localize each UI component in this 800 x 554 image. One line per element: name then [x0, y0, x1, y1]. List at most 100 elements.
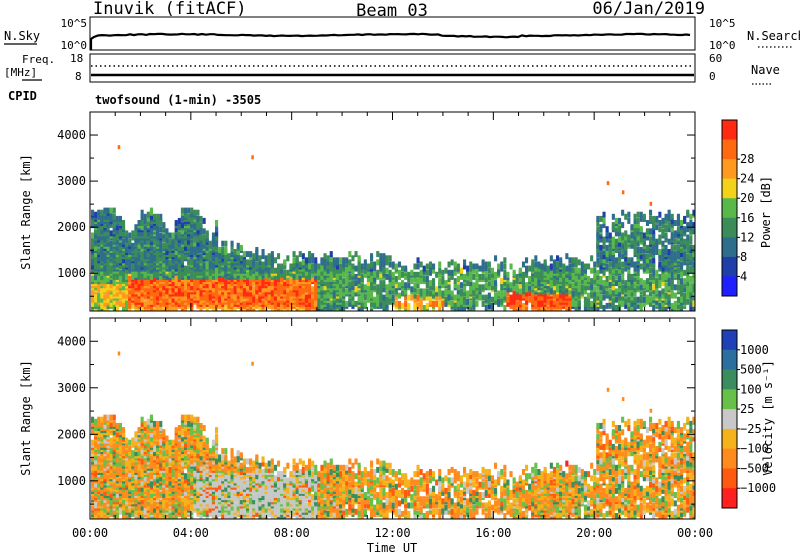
power-cell	[444, 296, 448, 303]
power-cell	[618, 261, 622, 268]
power-cell	[109, 230, 113, 237]
power-cell	[196, 228, 200, 235]
power-cell	[608, 288, 612, 295]
power-cell	[354, 286, 358, 293]
power-cell	[295, 298, 299, 305]
power-cell	[153, 255, 157, 262]
power-cell	[388, 292, 392, 299]
power-cell	[577, 267, 581, 274]
velocity-cell	[91, 481, 95, 488]
power-cell	[614, 269, 618, 276]
power-cell	[115, 215, 119, 222]
power-cell	[627, 290, 631, 297]
power-cell	[345, 257, 349, 264]
power-cell	[447, 269, 451, 276]
velocity-cell	[137, 458, 141, 465]
power-cell	[373, 265, 377, 272]
power-cell	[630, 290, 634, 297]
power-cell	[596, 215, 600, 222]
velocity-cell	[109, 437, 113, 444]
velocity-cell	[106, 452, 110, 459]
power-cell	[676, 220, 680, 226]
power-cell	[630, 257, 634, 264]
power-cell	[469, 265, 473, 272]
power-cell	[469, 261, 473, 268]
power-cell	[323, 253, 327, 260]
power-colorbar-tick-label: 16	[740, 211, 754, 225]
velocity-cell	[131, 510, 135, 517]
power-cell	[342, 300, 346, 307]
power-cell	[633, 296, 637, 303]
velocity-cell	[115, 464, 119, 471]
power-cell	[277, 267, 281, 274]
power-cell	[97, 273, 101, 280]
power-ytick-label: 1000	[57, 266, 86, 280]
power-cell	[360, 296, 364, 303]
power-cell	[689, 259, 693, 266]
power-cell	[438, 278, 442, 285]
power-cell	[335, 278, 339, 285]
power-cell	[525, 290, 529, 297]
power-cell	[447, 261, 451, 268]
power-cell	[664, 292, 668, 299]
power-ytick-label: 3000	[57, 174, 86, 188]
power-cell	[549, 286, 553, 293]
power-cell	[441, 290, 445, 297]
power-cell	[401, 271, 405, 278]
power-cell	[621, 267, 625, 274]
power-cell	[357, 255, 361, 262]
power-cell	[645, 294, 649, 301]
power-cell	[280, 276, 284, 282]
power-cell	[611, 259, 615, 266]
power-cell	[354, 280, 358, 287]
power-cell	[642, 290, 646, 297]
power-cell	[645, 261, 649, 268]
power-cell	[658, 220, 662, 226]
power-cell	[497, 263, 501, 270]
power-cell	[661, 222, 665, 229]
power-cell	[404, 300, 408, 307]
power-cell	[676, 273, 680, 280]
power-cell	[370, 276, 374, 282]
station-title: Inuvik (fitACF)	[93, 0, 247, 19]
power-cell	[453, 278, 457, 285]
power-cell	[370, 292, 374, 299]
power-cell	[382, 265, 386, 272]
power-cell	[351, 255, 355, 262]
power-cell	[652, 257, 656, 264]
power-cell	[630, 282, 634, 289]
beam-title: Beam 03	[356, 1, 428, 21]
power-cell	[605, 226, 609, 233]
power-cell	[177, 280, 181, 287]
power-cell	[174, 240, 178, 247]
power-cell	[131, 234, 135, 241]
power-cell	[137, 242, 141, 249]
power-cell	[345, 267, 349, 274]
power-cell	[146, 302, 150, 309]
power-cell	[472, 302, 476, 309]
power-cell	[413, 300, 417, 307]
power-cell	[689, 253, 693, 260]
power-cell	[425, 269, 429, 276]
power-cell	[397, 300, 401, 307]
power-cell	[639, 253, 643, 260]
power-cell	[404, 265, 408, 272]
power-cell	[633, 261, 637, 268]
power-cell	[332, 302, 336, 309]
power-cell	[267, 286, 271, 293]
power-cell	[236, 242, 240, 249]
power-cell	[329, 255, 333, 262]
power-cell	[233, 253, 237, 260]
velocity-cell	[125, 437, 129, 444]
power-cell	[621, 284, 625, 291]
freq-panel: Freq. [MHz] 18 8 60 0 Nave CPID twofsoun…	[4, 52, 780, 107]
power-cell	[91, 257, 95, 264]
power-cell	[184, 302, 188, 309]
power-cell	[394, 300, 398, 307]
power-colorbar-swatch	[722, 159, 737, 180]
power-cell	[509, 286, 513, 293]
power-cell	[360, 284, 364, 291]
power-cell	[627, 257, 631, 264]
power-cell	[112, 226, 116, 233]
nsky-trace	[89, 32, 691, 50]
